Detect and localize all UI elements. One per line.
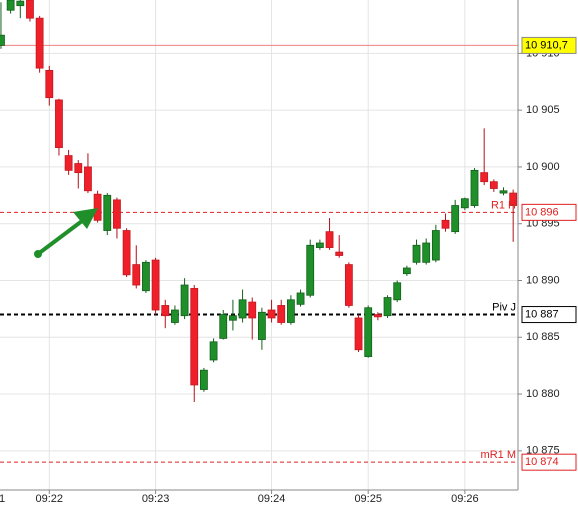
candle-body: [84, 166, 92, 192]
x-tick-label: 09:25: [354, 493, 382, 505]
candle-body: [325, 231, 334, 248]
candle-body: [219, 314, 228, 339]
candle-body: [113, 199, 121, 229]
level-name: Piv J: [492, 301, 516, 313]
candle-body: [238, 299, 247, 319]
candle-body: [422, 242, 431, 263]
y-tick-label: 10 890: [526, 274, 560, 286]
candle-body: [489, 181, 498, 189]
candle-body: [393, 282, 402, 301]
level-value-label: 10 887: [525, 308, 559, 320]
arrow-head: [73, 208, 98, 229]
y-tick-label: 10 880: [526, 388, 560, 400]
candle-body: [26, 0, 34, 19]
level-value-label: 10 910,7: [525, 39, 568, 51]
candle-body: [470, 169, 479, 206]
candle-body: [132, 264, 141, 286]
candle-body: [431, 230, 440, 261]
candle-body: [74, 163, 83, 174]
candle-body: [383, 297, 392, 317]
candle-body: [509, 192, 518, 206]
candle-body: [209, 341, 218, 361]
level-box: [521, 36, 577, 54]
candle-body: [499, 190, 508, 194]
candle-body: [93, 193, 102, 221]
candle-body: [460, 198, 469, 209]
arrow-tail: [34, 250, 42, 258]
level-box: [521, 306, 577, 324]
candle-body: [480, 172, 489, 183]
arrow-shaft: [36, 216, 88, 256]
candle-body: [267, 309, 276, 319]
candle-body: [190, 288, 199, 386]
x-tick-label: 09:21: [0, 493, 5, 505]
candle-body: [364, 307, 373, 357]
level-box: [521, 453, 577, 471]
candle-body: [296, 292, 305, 305]
candle-body: [354, 317, 363, 351]
candle-body: [286, 299, 295, 323]
candle-body: [35, 17, 44, 69]
candle-body: [402, 267, 411, 275]
x-tick-label: 09:23: [142, 493, 170, 505]
labels: 10 910,7 R1 H 10 896 Piv J 10 887 mR1 M 10 874: [481, 36, 577, 471]
candle-body: [344, 264, 353, 306]
candle-body: [151, 259, 160, 311]
candle-body: [180, 284, 189, 317]
x-tick-label: 09:24: [258, 493, 286, 505]
candle-body: [0, 34, 5, 46]
candle-body: [229, 315, 237, 321]
candle-body: [64, 155, 73, 171]
candle-body: [315, 242, 324, 248]
candle-body: [451, 205, 460, 233]
candle-body: [200, 369, 208, 390]
candle-body: [161, 305, 170, 317]
candle-body: [277, 305, 286, 323]
candle-body: [103, 194, 112, 231]
level-name: mR1 M: [481, 449, 516, 461]
candle-body: [16, 0, 25, 7]
candle-body: [335, 251, 344, 256]
candle-body: [248, 301, 257, 319]
level-value-label: 10 874: [525, 456, 559, 468]
candle-body: [6, 0, 15, 11]
candle-body: [171, 309, 179, 323]
candle-body: [306, 244, 315, 296]
level-value-label: 10 896: [525, 206, 559, 218]
level-box: [521, 203, 577, 221]
candle-body: [412, 244, 421, 263]
candles: [0, 0, 518, 402]
candle-body: [142, 261, 150, 292]
level-name: R1 H: [491, 199, 516, 211]
candle-body: [122, 230, 131, 276]
y-tick-label: 10 900: [526, 161, 560, 173]
y-tick-label: 10 905: [526, 104, 560, 116]
candle-body: [55, 99, 63, 149]
candle-body: [257, 311, 266, 340]
candle-body: [45, 70, 54, 99]
candle-body: [441, 219, 450, 229]
arrow-annotation: [34, 208, 98, 258]
x-tick-label: 09:22: [36, 493, 64, 505]
y-tick-label: 10 885: [526, 331, 560, 343]
candle-body: [373, 314, 382, 318]
x-tick-label: 09:26: [451, 493, 479, 505]
